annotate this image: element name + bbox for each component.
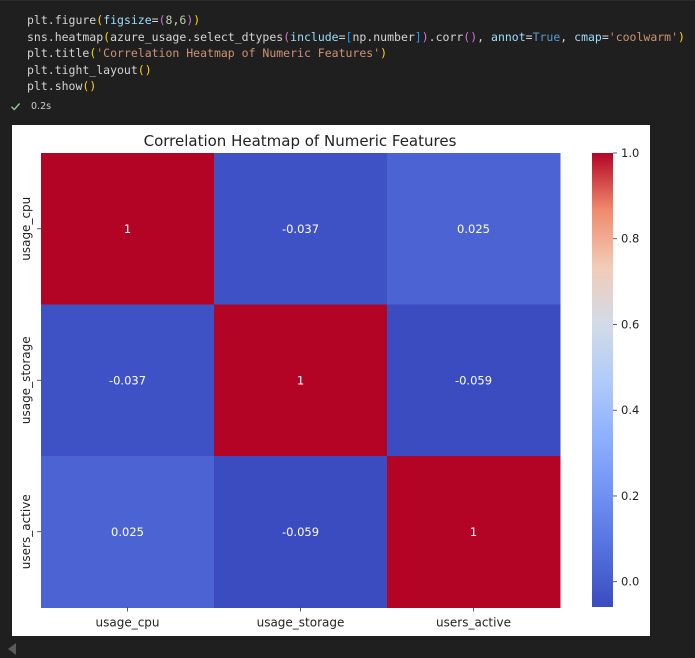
code-cell[interactable]: plt.figure(figsize=(8,6)) sns.heatmap(azu… (0, 0, 695, 98)
code-token: , (172, 13, 180, 27)
cell-annotation: 0.025 (111, 525, 144, 539)
code-token: = (601, 29, 609, 44)
colorbar-tick-label: 0.4 (621, 403, 639, 417)
check-icon (10, 101, 21, 112)
colorbar-tick-label: 0.6 (621, 317, 639, 331)
colorbar-tick-label: 1.0 (621, 146, 639, 160)
y-tick-label: users_active (19, 494, 33, 569)
y-tick-labels: usage_cpu usage_storage users_active (19, 197, 41, 569)
code-token: 6 (179, 13, 187, 27)
colorbar-tick-label: 0.8 (621, 232, 639, 246)
heatmap-cell (387, 456, 561, 608)
code-token: [ (345, 29, 353, 44)
code-token: ] (414, 29, 422, 44)
code-token: plt.figure (27, 13, 97, 27)
x-tick-labels: usage_cpu usage_storage users_active (95, 607, 511, 630)
heatmap-cell (41, 153, 215, 305)
code-token: ) (193, 13, 201, 27)
code-token: () (137, 62, 152, 77)
code-token: 8 (165, 13, 173, 27)
code-token: ( (103, 29, 111, 44)
code-token: , (560, 29, 575, 44)
code-token: , (477, 29, 492, 44)
execution-time: 0.2s (31, 100, 52, 112)
heatmap-cell (387, 304, 561, 457)
cell-output: Correlation Heatmap of Numeric Features … (12, 125, 650, 636)
heatmap-cell (41, 456, 215, 608)
colorbar-ticks: 0.0 0.2 0.4 0.6 0.8 1.0 (613, 146, 639, 589)
heatmap-figure: Correlation Heatmap of Numeric Features … (19, 132, 639, 630)
code-token: ) (421, 29, 429, 44)
y-tick-label: usage_cpu (19, 197, 33, 261)
code-token: ( (283, 29, 291, 44)
code-line: plt.show() (27, 78, 96, 94)
chart-title: Correlation Heatmap of Numeric Features (144, 132, 457, 150)
code-token: () (82, 79, 97, 93)
code-token: include (290, 29, 339, 44)
code-token: 'Correlation Heatmap of Numeric Features… (96, 46, 381, 60)
code-token: plt.title (27, 46, 90, 60)
code-token: azure_usage.select_dtypes (110, 29, 284, 44)
code-token: = (525, 29, 533, 44)
code-token: cmap (574, 29, 602, 44)
x-tick-label: usage_cpu (95, 616, 159, 630)
heatmap-cell (214, 153, 388, 305)
code-line: plt.tight_layout() (27, 62, 152, 78)
heatmap-cells: 1 -0.037 0.025 -0.037 1 -0.059 0.025 -0.059 1 (41, 153, 561, 608)
code-token: .corr (428, 29, 464, 44)
code-token: ( (158, 13, 166, 27)
code-token: () (463, 29, 478, 44)
code-token: 'coolwarm' (608, 29, 679, 44)
code-line: plt.figure(figsize=(8,6)) (27, 12, 200, 28)
heatmap-cell (41, 304, 215, 457)
cell-annotation: -0.037 (109, 373, 146, 387)
cell-annotation: 1 (297, 373, 304, 387)
scroll-left-arrow-icon[interactable] (8, 643, 16, 655)
cell-annotation: -0.059 (455, 373, 492, 387)
code-token: figsize (103, 13, 152, 27)
code-token: np.number (352, 29, 415, 44)
code-token: ) (380, 46, 388, 60)
cell-status: 0.2s (10, 98, 51, 114)
code-token: annot (491, 29, 526, 44)
code-token: ( (96, 13, 104, 27)
heatmap-cell (214, 456, 388, 608)
heatmap-cell (214, 304, 388, 457)
code-token: True (532, 29, 561, 44)
code-token: ) (678, 29, 685, 44)
code-line: sns.heatmap(azure_usage.select_dtypes(in… (27, 29, 685, 45)
cell-annotation: 1 (124, 222, 131, 236)
y-tick-label: usage_storage (19, 336, 33, 424)
heatmap-cell (387, 153, 561, 305)
code-token: = (151, 13, 159, 27)
x-tick-label: usage_storage (257, 616, 345, 630)
colorbar-tick-label: 0.0 (621, 575, 639, 589)
code-token: plt.tight_layout (27, 62, 138, 77)
cell-annotation: -0.037 (282, 222, 319, 236)
code-token: = (338, 29, 346, 44)
code-token: sns.heatmap (27, 29, 104, 44)
x-tick-label: users_active (436, 616, 511, 630)
code-token: plt.show (27, 79, 83, 93)
colorbar-tick-label: 0.2 (621, 489, 639, 503)
code-line: plt.title('Correlation Heatmap of Numeri… (27, 45, 387, 61)
code-token: ) (186, 13, 194, 27)
code-token: ( (89, 46, 97, 60)
colorbar (592, 153, 613, 607)
cell-annotation: 0.025 (457, 222, 490, 236)
cell-annotation: 1 (470, 525, 477, 539)
cell-annotation: -0.059 (282, 525, 319, 539)
